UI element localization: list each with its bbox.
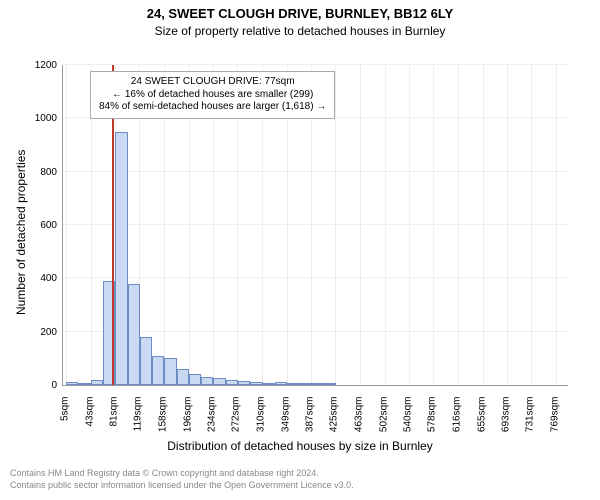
x-tick-label: 425sqm: [329, 397, 340, 447]
grid-horizontal: [63, 171, 568, 172]
histogram-bar: [177, 369, 189, 385]
histogram-bar: [312, 383, 324, 385]
grid-vertical: [66, 65, 67, 385]
x-tick-label: 693sqm: [501, 397, 512, 447]
chart-container: 24, SWEET CLOUGH DRIVE, BURNLEY, BB12 6L…: [0, 0, 600, 500]
x-tick-label: 349sqm: [280, 397, 291, 447]
x-tick-label: 655sqm: [476, 397, 487, 447]
y-tick-label: 0: [17, 380, 57, 391]
footer-line2: Contains public sector information licen…: [10, 480, 354, 492]
grid-vertical: [433, 65, 434, 385]
histogram-bar: [275, 382, 287, 385]
x-tick-label: 158sqm: [158, 397, 169, 447]
histogram-bar: [66, 382, 78, 385]
x-tick-label: 43sqm: [84, 397, 95, 447]
grid-vertical: [556, 65, 557, 385]
x-tick-label: 578sqm: [427, 397, 438, 447]
x-tick-label: 616sqm: [451, 397, 462, 447]
histogram-bar: [250, 382, 262, 385]
x-tick-label: 387sqm: [305, 397, 316, 447]
histogram-bar: [140, 337, 152, 385]
x-tick-label: 119sqm: [133, 397, 144, 447]
x-tick-label: 731sqm: [525, 397, 536, 447]
grid-vertical: [507, 65, 508, 385]
annotation-line3: 84% of semi-detached houses are larger (…: [99, 101, 326, 114]
x-tick-label: 769sqm: [549, 397, 560, 447]
histogram-bar: [189, 374, 201, 385]
histogram-bar: [152, 356, 164, 385]
histogram-bar: [213, 378, 225, 385]
grid-horizontal: [63, 277, 568, 278]
x-tick-label: 502sqm: [378, 397, 389, 447]
grid-vertical: [360, 65, 361, 385]
grid-vertical: [458, 65, 459, 385]
y-tick-label: 1200: [17, 60, 57, 71]
annotation-line2: ← 16% of detached houses are smaller (29…: [99, 89, 326, 102]
footer-line1: Contains HM Land Registry data © Crown c…: [10, 468, 354, 480]
y-tick-label: 1000: [17, 113, 57, 124]
x-tick-label: 81sqm: [108, 397, 119, 447]
chart-subtitle: Size of property relative to detached ho…: [0, 24, 600, 38]
y-tick-label: 800: [17, 167, 57, 178]
x-tick-label: 463sqm: [353, 397, 364, 447]
histogram-bar: [164, 358, 176, 385]
x-tick-label: 272sqm: [231, 397, 242, 447]
footer: Contains HM Land Registry data © Crown c…: [10, 468, 354, 491]
grid-vertical: [385, 65, 386, 385]
histogram-bar: [115, 132, 127, 385]
histogram-bar: [78, 383, 90, 385]
x-tick-label: 310sqm: [255, 397, 266, 447]
histogram-bar: [91, 380, 103, 385]
y-tick-label: 200: [17, 327, 57, 338]
chart-title: 24, SWEET CLOUGH DRIVE, BURNLEY, BB12 6L…: [0, 6, 600, 21]
y-tick-label: 400: [17, 273, 57, 284]
grid-vertical: [531, 65, 532, 385]
histogram-bar: [263, 383, 275, 385]
grid-horizontal: [63, 224, 568, 225]
grid-vertical: [409, 65, 410, 385]
grid-vertical: [483, 65, 484, 385]
grid-horizontal: [63, 64, 568, 65]
x-tick-label: 540sqm: [403, 397, 414, 447]
histogram-bar: [324, 383, 336, 385]
x-tick-label: 5sqm: [60, 397, 71, 447]
histogram-bar: [226, 380, 238, 385]
histogram-bar: [238, 381, 250, 385]
y-tick-label: 600: [17, 220, 57, 231]
x-tick-label: 234sqm: [206, 397, 217, 447]
x-tick-label: 196sqm: [182, 397, 193, 447]
annotation-box: 24 SWEET CLOUGH DRIVE: 77sqm ← 16% of de…: [90, 71, 335, 119]
annotation-line1: 24 SWEET CLOUGH DRIVE: 77sqm: [99, 76, 326, 89]
histogram-bar: [201, 377, 213, 385]
histogram-bar: [299, 383, 311, 385]
grid-vertical: [335, 65, 336, 385]
histogram-bar: [287, 383, 299, 385]
histogram-bar: [128, 284, 140, 385]
